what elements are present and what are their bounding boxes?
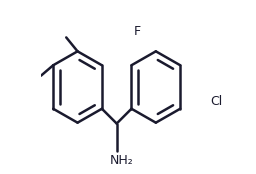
Text: Cl: Cl — [210, 95, 222, 108]
Text: NH₂: NH₂ — [110, 155, 134, 167]
Text: F: F — [134, 25, 141, 38]
